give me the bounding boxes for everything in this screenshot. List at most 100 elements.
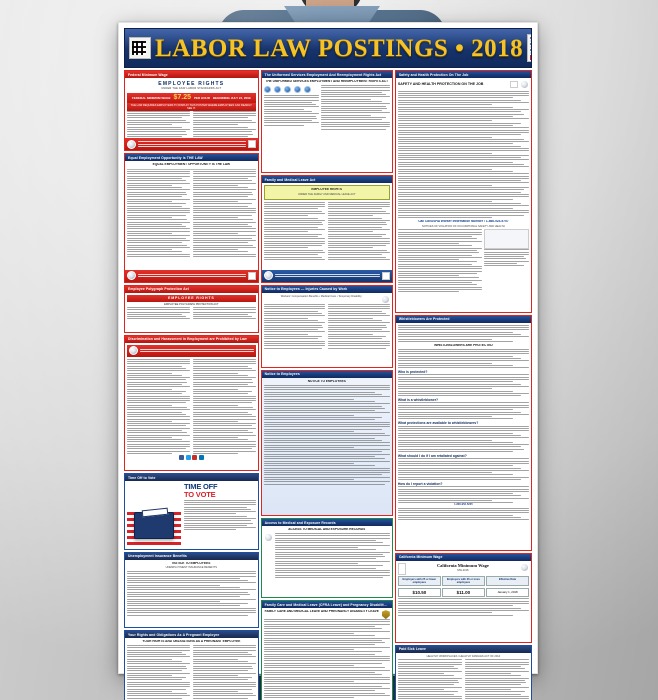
agency-publication-box — [247, 140, 256, 149]
agency-logo-box — [510, 81, 518, 89]
col-header-effective-date: Effective Date — [485, 576, 529, 587]
posting-employee-polygraph-protection: Employee Polygraph Protection Act EMPLOY… — [124, 284, 259, 333]
banner-subtitle: HEALTHY WORKPLACES / HEALTHY FAMILIES AC… — [426, 654, 501, 658]
posting-heading: Family Care and Medical Leave (CFRA Leav… — [261, 601, 392, 609]
posting-unemployment-insurance-benefits: Unemployment Insurance Benefits NOTICE T… — [124, 551, 259, 629]
posting-family-and-medical-leave-act: Family and Medical Leave Act EMPLOYEE RI… — [260, 175, 393, 283]
vote-headline-line1: TIME OFF — [184, 482, 218, 492]
fine-print-intro — [397, 324, 529, 342]
banner-subtitle: EMPLOYEE POLYGRAPH PROTECTION ACT — [164, 302, 219, 306]
marines-seal-icon — [273, 85, 281, 93]
qr-code-icon — [132, 41, 146, 55]
posting-body: Workers' Compensation Benefits • Medical… — [262, 293, 392, 367]
dol-seal-icon — [127, 139, 136, 149]
poster-column-left: Federal Minimum Wage EMPLOYEE RIGHTS UND… — [124, 70, 259, 700]
employee-rights-banner: EMPLOYEE RIGHTS UNDER THE FAIR LABOR STA… — [127, 80, 256, 92]
poster-columns: Federal Minimum Wage EMPLOYEE RIGHTS UND… — [124, 70, 532, 700]
eeoc-seal-icon — [127, 271, 136, 281]
page-title: LABOR LAW POSTINGS • 2018 — [155, 34, 524, 62]
fine-print — [397, 659, 529, 700]
posting-body: EMPLOYEE RIGHTS UNDER THE FAMILY AND MED… — [262, 183, 392, 270]
service-seals — [263, 85, 320, 95]
fine-print-top — [397, 90, 529, 218]
posting-body — [125, 343, 258, 470]
posting-pregnant-employee-rights: Your Rights and Obligations As A Pregnan… — [124, 630, 259, 700]
fine-print — [397, 598, 529, 616]
posting-body: EMPLOYEE RIGHTS UNDER THE FAIR LABOR STA… — [125, 78, 258, 138]
poster-updates-box — [527, 34, 531, 62]
banner-subtitle: Workers' Compensation Benefits • Medical… — [280, 294, 362, 298]
fine-print-right — [484, 249, 529, 267]
question-4: What should I do if I am retaliated agai… — [397, 453, 467, 458]
agency-footer — [125, 138, 258, 151]
phone-banner: Call Cal/OSHA Worker Information Number … — [418, 219, 509, 223]
question-2: What is a whistleblower? — [397, 397, 439, 402]
posting-equal-employment-opportunity: Equal Employment Opportunity is THE LAW … — [124, 153, 259, 283]
banner-subtitle: THE UNIFORMED SERVICES EMPLOYMENT AND RE… — [265, 80, 389, 84]
posting-heading: Paid Sick Leave — [395, 645, 531, 653]
labor-law-poster: LABOR LAW POSTINGS • 2018 Federal Minimu… — [118, 22, 538, 700]
posting-body: FAMILY CARE AND MEDICAL LEAVE AND PREGNA… — [262, 608, 392, 700]
posting-heading: Family and Medical Leave Act — [261, 176, 392, 184]
violation-table — [484, 229, 529, 250]
banner-title: ACCESS TO MEDICAL AND EXPOSURE RECORDS — [288, 528, 366, 532]
agency-footer — [261, 269, 392, 282]
updates-table — [530, 37, 531, 54]
poster-column-right: Safety and Health Protection On The Job … — [394, 70, 532, 700]
banner-title: NOTICE TO EMPLOYEES — [172, 561, 211, 565]
posting-body: EQUAL EMPLOYMENT OPPORTUNITY IS THE LAW — [125, 161, 258, 270]
posting-body: YOUR RIGHTS AND OBLIGATIONS AS A PREGNAN… — [125, 638, 258, 700]
table-title: NOTICES OF VIOLATION OF OCCUPATIONAL SAF… — [421, 224, 505, 228]
fine-print — [263, 619, 390, 700]
posting-heading: The Uniformed Services Employment And Re… — [261, 71, 392, 79]
posting-heading: Safety and Health Protection On The Job — [395, 71, 531, 79]
dol-seal-icon — [263, 271, 273, 281]
agency-lines — [138, 141, 246, 147]
banner-subtitle: UNEMPLOYMENT INSURANCE BENEFITS — [165, 566, 217, 570]
fine-print-4 — [397, 425, 529, 453]
posting-paid-sick-leave: Paid Sick Leave HEALTHY WORKPLACES / HEA… — [394, 644, 532, 700]
question-3: What protections are available to whistl… — [397, 420, 479, 425]
posting-userra: The Uniformed Services Employment And Re… — [260, 70, 393, 174]
agency-publication-box — [381, 271, 390, 280]
banner-title: FAMILY CARE AND MEDICAL LEAVE AND PREGNA… — [264, 610, 379, 614]
banner-title: California Minimum Wage — [436, 562, 489, 568]
state-seal-icon — [520, 562, 529, 572]
twitter-icon — [185, 454, 191, 460]
fine-print-7 — [397, 507, 529, 521]
banner-title: EMPLOYEE RIGHTS — [127, 294, 256, 302]
agency-lines — [138, 274, 246, 278]
poster-masthead: LABOR LAW POSTINGS • 2018 — [124, 28, 532, 68]
posting-heading: Employee Polygraph Protection Act — [125, 285, 258, 293]
posting-family-care-medical-leave-cfra: Family Care and Medical Leave (CFRA Leav… — [260, 600, 393, 700]
posting-heading: Notice to Employees — [261, 370, 392, 379]
wage-effective-date: January 1, 2018 — [485, 587, 529, 597]
posting-body: HEALTHY WORKPLACES / HEALTHY FAMILIES AC… — [396, 653, 531, 700]
ballot-box — [134, 512, 174, 539]
fine-print-1 — [397, 348, 529, 369]
fine-print — [127, 358, 256, 454]
posting-heading: Unemployment Insurance Benefits — [125, 552, 258, 560]
table-row: $10.50 $11.00 January 1, 2018 — [397, 587, 529, 597]
agency-strip — [127, 344, 256, 357]
banner-title: NOTICE TO EMPLOYEES — [307, 380, 346, 384]
banner-title: YOUR RIGHTS AND OBLIGATIONS AS A PREGNAN… — [142, 640, 241, 644]
color-swatches — [530, 55, 531, 60]
col-header-small-employer: Employers with 25 or fewer employees — [397, 576, 441, 587]
wage-small-employer: $10.50 — [397, 587, 441, 597]
minimum-wage-table: Employers with 25 or fewer employees Emp… — [397, 576, 529, 587]
dwc-seal-icon — [380, 294, 390, 304]
fine-print — [263, 303, 390, 349]
army-seal-icon — [263, 85, 271, 93]
posting-heading: Notice to Employees — Injuries Caused by… — [261, 285, 392, 293]
fine-print-2 — [397, 374, 529, 397]
agency-lines — [140, 349, 254, 353]
iwc-logo-box — [397, 562, 406, 575]
question-1: Who is protected? — [397, 369, 428, 374]
fine-print — [127, 644, 256, 700]
agency-publication-box — [247, 271, 256, 280]
facebook-icon — [179, 454, 185, 460]
poster-column-middle: The Uniformed Services Employment And Re… — [260, 70, 393, 700]
wage-suffix: PER HOUR — [194, 95, 210, 100]
